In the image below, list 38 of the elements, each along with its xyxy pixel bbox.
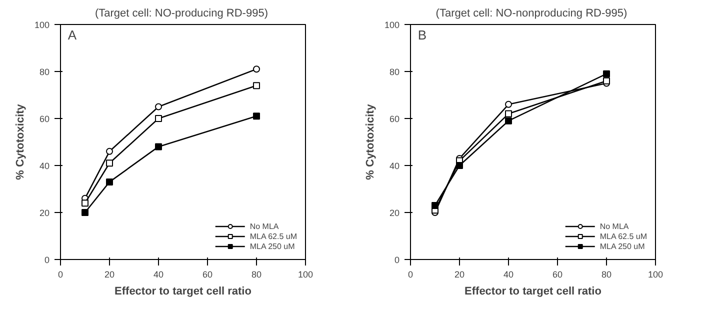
y-axis-title: % Cytotoxicity [14, 103, 26, 180]
x-tick-label: 40 [153, 270, 164, 280]
y-tick-label: 100 [384, 20, 400, 30]
chart-title: (Target cell: NO-nonproducing RD-995) [436, 8, 628, 20]
x-tick-label: 20 [104, 270, 115, 280]
x-tick-label: 80 [251, 270, 262, 280]
y-tick-label: 0 [44, 255, 50, 265]
y-tick-label: 60 [389, 114, 400, 124]
legend-label: MLA 62.5 uM [600, 231, 647, 241]
y-tick-label: 40 [39, 161, 50, 171]
y-tick-label: 80 [389, 67, 400, 77]
x-axis-title: Effector to target cell ratio [464, 286, 602, 298]
x-axis-title: Effector to target cell ratio [114, 286, 252, 298]
annotation: B [418, 28, 427, 42]
chart-title: (Target cell: NO-producing RD-995) [94, 8, 268, 20]
y-axis-title: % Cytotoxicity [364, 103, 376, 180]
y-tick-label: 0 [394, 255, 400, 265]
y-tick-label: 40 [389, 161, 400, 171]
y-tick-label: 100 [34, 20, 50, 30]
annotation: A [68, 28, 77, 42]
legend-label: No MLA [250, 221, 279, 231]
x-tick-label: 20 [454, 270, 465, 280]
x-tick-label: 60 [202, 270, 213, 280]
x-tick-label: 60 [552, 270, 563, 280]
x-tick-label: 100 [298, 270, 314, 280]
y-tick-label: 20 [389, 208, 400, 218]
legend-label: MLA 250 uM [600, 241, 645, 251]
x-tick-label: 80 [601, 270, 612, 280]
x-tick-label: 40 [503, 270, 514, 280]
legend-label: No MLA [600, 221, 629, 231]
x-tick-label: 0 [58, 270, 64, 280]
legend-label: MLA 250 uM [250, 241, 295, 251]
y-tick-label: 20 [39, 208, 50, 218]
y-tick-label: 60 [39, 114, 50, 124]
y-tick-label: 80 [39, 67, 50, 77]
legend-label: MLA 62.5 uM [250, 231, 297, 241]
x-tick-label: 0 [408, 270, 414, 280]
x-tick-label: 100 [648, 270, 664, 280]
